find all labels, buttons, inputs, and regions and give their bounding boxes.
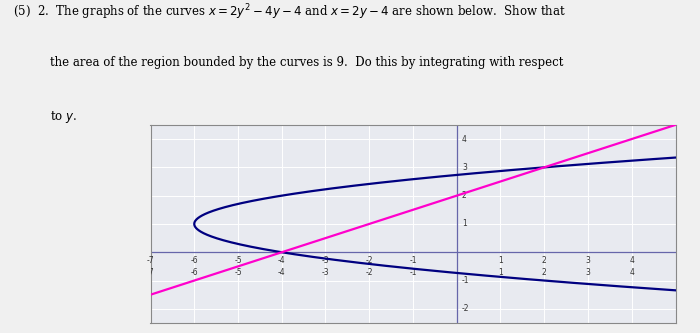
Text: -7: -7 — [147, 256, 154, 265]
Text: -3: -3 — [322, 268, 329, 277]
Text: -2: -2 — [365, 268, 373, 277]
Text: -6: -6 — [190, 268, 198, 277]
Text: the area of the region bounded by the curves is 9.  Do this by integrating with : the area of the region bounded by the cu… — [50, 56, 564, 69]
Text: to $y$.: to $y$. — [50, 109, 78, 125]
Text: 3: 3 — [462, 163, 467, 172]
Text: -1: -1 — [410, 268, 416, 277]
Text: -4: -4 — [278, 268, 286, 277]
Text: 4: 4 — [629, 268, 634, 277]
Text: 4: 4 — [629, 256, 634, 265]
Text: 1: 1 — [498, 268, 503, 277]
Text: 2: 2 — [462, 191, 467, 200]
Text: -6: -6 — [190, 256, 198, 265]
Text: -7: -7 — [147, 268, 154, 277]
Text: 3: 3 — [586, 268, 590, 277]
Text: 1: 1 — [462, 219, 467, 228]
Text: -1: -1 — [462, 276, 470, 285]
Text: -2: -2 — [365, 256, 373, 265]
Text: -4: -4 — [278, 256, 286, 265]
Text: 4: 4 — [462, 135, 467, 144]
Text: 2: 2 — [542, 256, 547, 265]
Text: 3: 3 — [586, 256, 590, 265]
Text: 2: 2 — [542, 268, 547, 277]
Text: -3: -3 — [322, 256, 329, 265]
Text: -5: -5 — [234, 256, 241, 265]
Text: (5)  2.  The graphs of the curves $x = 2y^2 - 4y - 4$ and $x = 2y - 4$ are shown: (5) 2. The graphs of the curves $x = 2y^… — [13, 3, 566, 22]
Text: 1: 1 — [498, 256, 503, 265]
Text: -5: -5 — [234, 268, 241, 277]
Text: -1: -1 — [410, 256, 416, 265]
Text: -2: -2 — [462, 304, 470, 313]
